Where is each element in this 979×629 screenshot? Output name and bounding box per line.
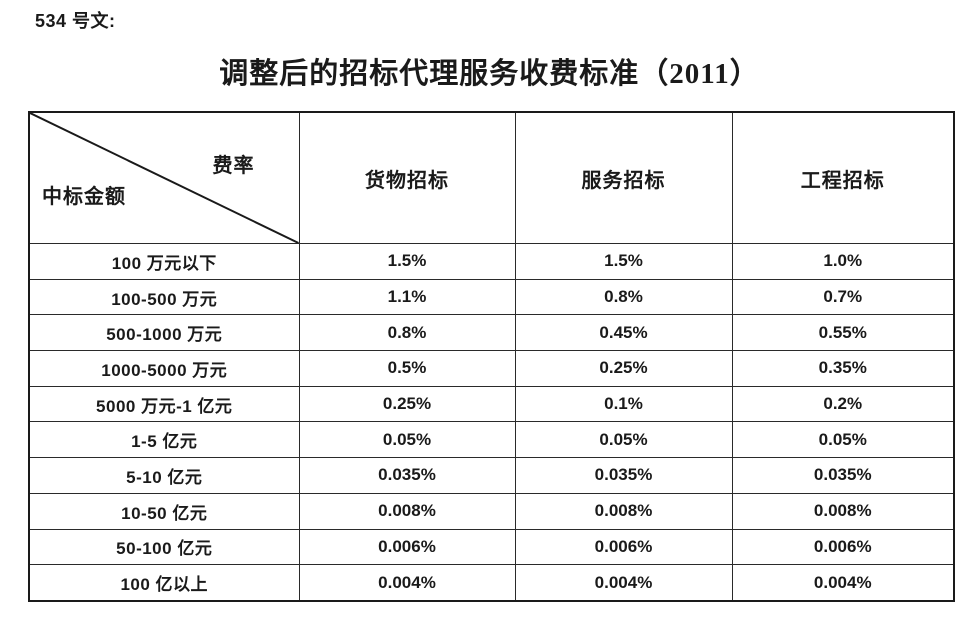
rate-value-cell: 0.05% (514, 421, 733, 459)
column-header-goods-bidding: 货物招标 (298, 111, 516, 244)
rate-value-cell: 0.035% (298, 457, 516, 494)
rate-value-cell: 0.1% (514, 385, 733, 423)
rate-value-cell: 0.8% (514, 278, 733, 316)
rate-value-cell: 0.7% (731, 278, 955, 316)
row-label-amount-range: 100 万元以下 (28, 243, 300, 280)
rate-value-cell: 0.035% (514, 457, 733, 494)
column-header-engineering-bidding: 工程招标 (731, 111, 955, 244)
row-label-amount-range: 500-1000 万元 (28, 314, 300, 352)
rate-value-cell: 0.006% (731, 528, 955, 566)
rate-value-cell: 0.006% (298, 528, 516, 566)
row-label-amount-range: 100 亿以上 (28, 564, 300, 602)
rate-value-cell: 1.1% (298, 278, 516, 316)
row-label-amount-range: 1000-5000 万元 (28, 350, 300, 387)
rate-value-cell: 0.008% (731, 492, 955, 530)
doc-number-label: 534 号文: (35, 11, 116, 31)
page-title: 调整后的招标代理服务收费标准（2011） (219, 58, 760, 90)
row-label-amount-range: 5000 万元-1 亿元 (28, 385, 300, 423)
diagonal-divider-line (30, 113, 299, 243)
table-row: 1-5 亿元 0.05% 0.05% 0.05% (28, 421, 955, 459)
rate-value-cell: 0.05% (298, 421, 516, 459)
rate-value-cell: 0.035% (731, 457, 955, 494)
corner-header-cell: 费率 中标金额 (28, 111, 300, 244)
rate-value-cell: 0.008% (298, 492, 516, 530)
fee-table: 费率 中标金额 货物招标 服务招标 工程招标 100 万元以下 1.5% 1.5% 1… (28, 111, 955, 602)
column-header-service-bidding: 服务招标 (514, 111, 733, 244)
row-label-amount-range: 50-100 亿元 (28, 528, 300, 566)
table-row: 5000 万元-1 亿元 0.25% 0.1% 0.2% (28, 385, 955, 423)
rate-value-cell: 0.45% (514, 314, 733, 352)
table-header-row: 费率 中标金额 货物招标 服务招标 工程招标 (28, 111, 955, 244)
rate-value-cell: 0.5% (298, 350, 516, 387)
fee-table-body: 100 万元以下 1.5% 1.5% 1.0% 100-500 万元 1.1% 0.8% 0.… (28, 243, 955, 602)
rate-value-cell: 0.004% (514, 564, 733, 602)
row-label-amount-range: 100-500 万元 (28, 278, 300, 316)
table-row: 10-50 亿元 0.008% 0.008% 0.008% (28, 492, 955, 530)
rate-value-cell: 0.8% (298, 314, 516, 352)
row-label-amount-range: 10-50 亿元 (28, 492, 300, 530)
rate-value-cell: 0.25% (514, 350, 733, 387)
table-row: 100-500 万元 1.1% 0.8% 0.7% (28, 278, 955, 316)
rate-value-cell: 0.008% (514, 492, 733, 530)
rate-value-cell: 0.004% (298, 564, 516, 602)
rate-value-cell: 0.25% (298, 385, 516, 423)
rate-value-cell: 0.004% (731, 564, 955, 602)
table-row: 50-100 亿元 0.006% 0.006% 0.006% (28, 528, 955, 566)
table-row: 1000-5000 万元 0.5% 0.25% 0.35% (28, 350, 955, 387)
row-label-amount-range: 1-5 亿元 (28, 421, 300, 459)
corner-label-rate: 费率 (212, 155, 255, 177)
table-row: 100 万元以下 1.5% 1.5% 1.0% (28, 243, 955, 280)
rate-value-cell: 0.35% (731, 350, 955, 387)
rate-value-cell: 0.006% (514, 528, 733, 566)
table-row: 100 亿以上 0.004% 0.004% 0.004% (28, 564, 955, 602)
rate-value-cell: 1.5% (298, 243, 516, 280)
row-label-amount-range: 5-10 亿元 (28, 457, 300, 494)
rate-value-cell: 1.0% (731, 243, 955, 280)
rate-value-cell: 0.05% (731, 421, 955, 459)
rate-value-cell: 0.55% (731, 314, 955, 352)
corner-label-bid-amount: 中标金额 (42, 186, 126, 208)
table-row: 5-10 亿元 0.035% 0.035% 0.035% (28, 457, 955, 494)
rate-value-cell: 1.5% (514, 243, 733, 280)
rate-value-cell: 0.2% (731, 385, 955, 423)
table-row: 500-1000 万元 0.8% 0.45% 0.55% (28, 314, 955, 352)
